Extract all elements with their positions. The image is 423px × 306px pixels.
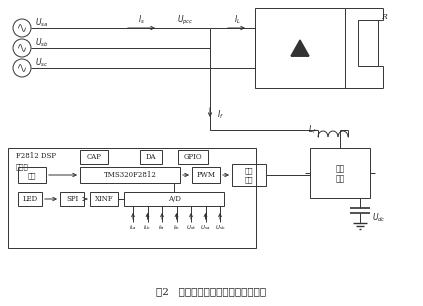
- Text: 控制板: 控制板: [16, 162, 29, 170]
- Text: $U_{sb}$: $U_{sb}$: [35, 37, 49, 49]
- Text: PWM: PWM: [197, 171, 215, 179]
- Bar: [124, 192, 224, 206]
- Text: XINF: XINF: [95, 195, 113, 203]
- Text: $U_{sb}$: $U_{sb}$: [215, 224, 225, 233]
- Text: 驱动
电路: 驱动 电路: [245, 166, 253, 184]
- Bar: [178, 150, 208, 164]
- Text: $I_{La}$: $I_{La}$: [129, 224, 137, 233]
- Text: F2812 DSP: F2812 DSP: [16, 152, 56, 160]
- Text: $I_{fb}$: $I_{fb}$: [173, 224, 180, 233]
- Text: $I_{fa}$: $I_{fa}$: [159, 224, 165, 233]
- Bar: [140, 150, 162, 164]
- Text: A/D: A/D: [168, 195, 181, 203]
- Text: DA: DA: [146, 153, 156, 161]
- Text: SPI: SPI: [66, 195, 78, 203]
- Bar: [232, 164, 266, 186]
- Bar: [358, 20, 378, 66]
- Polygon shape: [291, 40, 309, 56]
- Text: $U_{sa}$: $U_{sa}$: [201, 224, 211, 233]
- Bar: [18, 167, 46, 183]
- Text: $I_{Lb}$: $I_{Lb}$: [143, 224, 151, 233]
- Text: 电路: 电路: [335, 175, 345, 183]
- Bar: [310, 148, 370, 198]
- Text: $I_f$: $I_f$: [217, 109, 224, 121]
- Text: GPIO: GPIO: [184, 153, 202, 161]
- Text: $I_s$: $I_s$: [137, 14, 145, 26]
- Bar: [60, 192, 84, 206]
- Text: $I_L$: $I_L$: [233, 14, 240, 26]
- Text: LED: LED: [22, 195, 38, 203]
- Text: R: R: [381, 13, 387, 21]
- Text: $U_{pcc}$: $U_{pcc}$: [177, 13, 193, 27]
- Bar: [80, 167, 180, 183]
- Bar: [80, 150, 108, 164]
- Text: 图2   三相并联型有源电力滤波器系统: 图2 三相并联型有源电力滤波器系统: [156, 288, 266, 297]
- Bar: [8, 148, 256, 248]
- Text: 键盘: 键盘: [28, 171, 36, 179]
- Text: TMS320F2812: TMS320F2812: [104, 171, 157, 179]
- Text: 逆变: 逆变: [335, 165, 345, 173]
- Text: CAP: CAP: [87, 153, 102, 161]
- Text: $U_{sa}$: $U_{sa}$: [36, 17, 49, 29]
- Text: $U_{dc}$: $U_{dc}$: [186, 224, 196, 233]
- Text: $L_f$: $L_f$: [308, 124, 316, 136]
- Text: $U_{dc}$: $U_{dc}$: [372, 212, 386, 224]
- Bar: [192, 167, 220, 183]
- Text: $U_{sc}$: $U_{sc}$: [36, 57, 49, 69]
- Bar: [90, 192, 118, 206]
- Bar: [18, 192, 42, 206]
- Bar: [255, 8, 345, 88]
